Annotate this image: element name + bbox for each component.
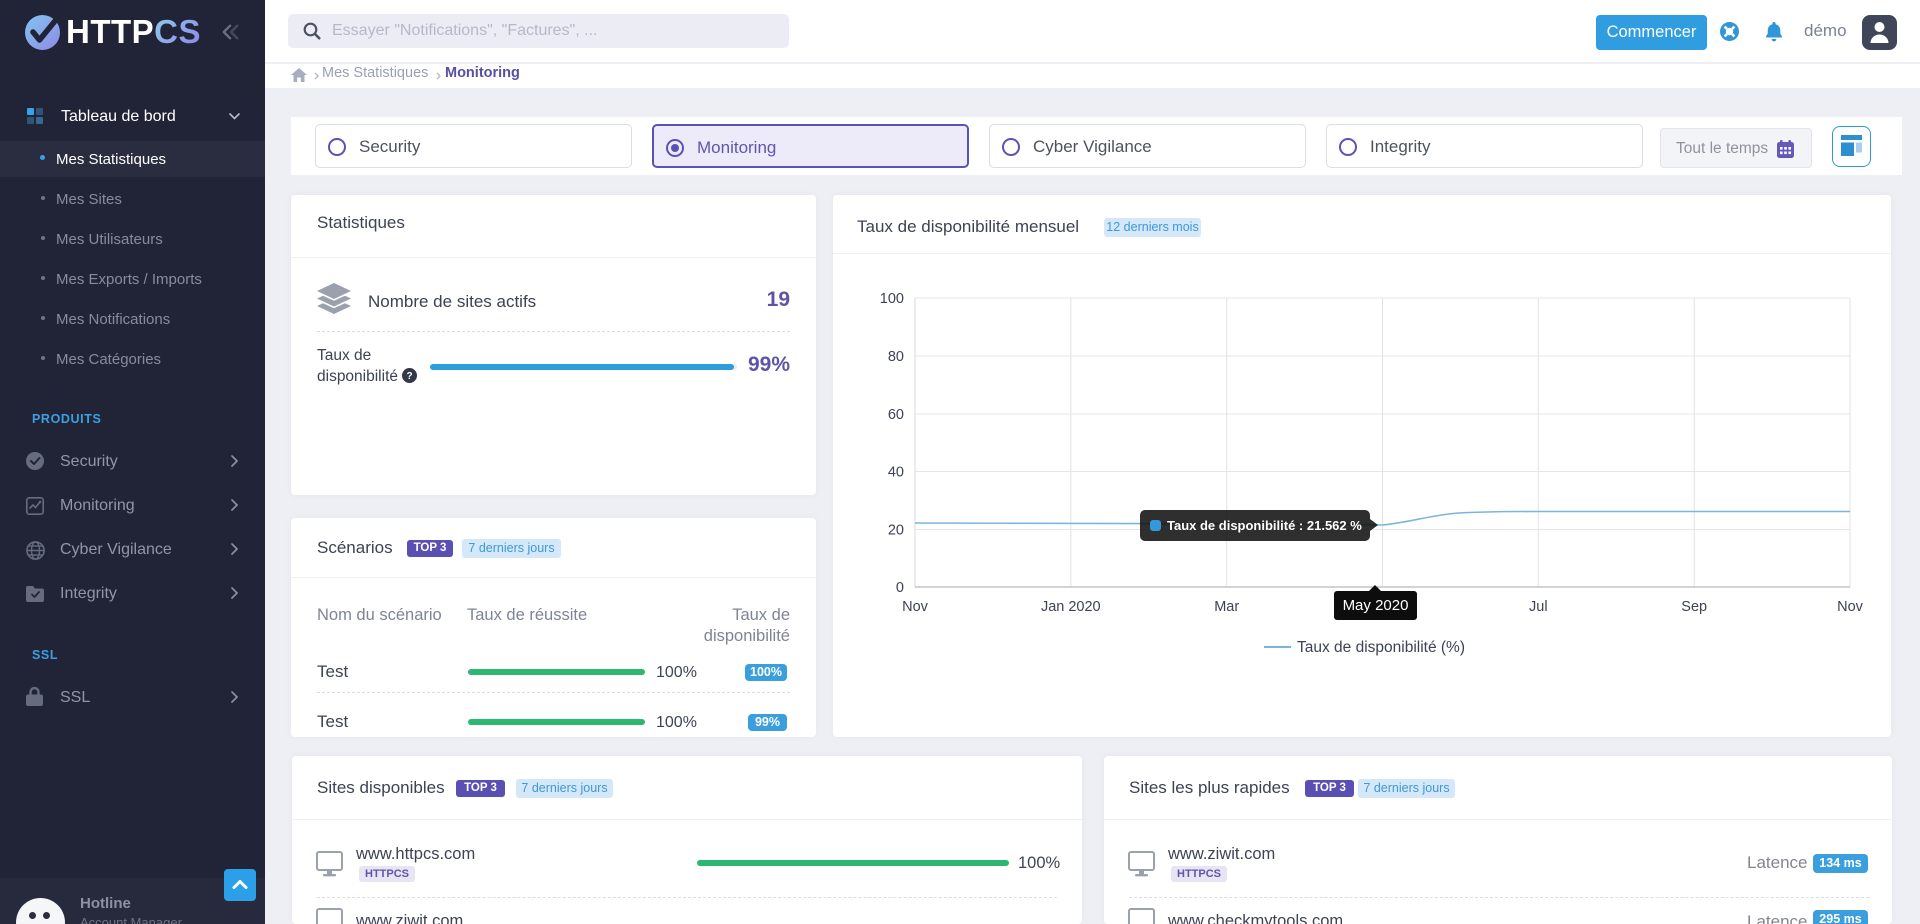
- svg-text:Nov: Nov: [1837, 599, 1864, 615]
- svg-text:20: 20: [888, 523, 904, 539]
- svg-text:Jan 2020: Jan 2020: [1041, 599, 1101, 615]
- svg-text:Taux de disponibilité (%): Taux de disponibilité (%): [1297, 639, 1465, 656]
- svg-text:0: 0: [896, 580, 904, 596]
- svg-text:?: ?: [407, 371, 413, 382]
- svg-text:100: 100: [880, 291, 904, 307]
- svg-text:60: 60: [888, 407, 904, 423]
- svg-text:Mar: Mar: [1214, 599, 1239, 615]
- svg-text:Sep: Sep: [1681, 599, 1707, 615]
- svg-text:40: 40: [888, 465, 904, 481]
- svg-text:80: 80: [888, 349, 904, 365]
- svg-text:Jul: Jul: [1529, 599, 1548, 615]
- svg-text:Nov: Nov: [902, 599, 929, 615]
